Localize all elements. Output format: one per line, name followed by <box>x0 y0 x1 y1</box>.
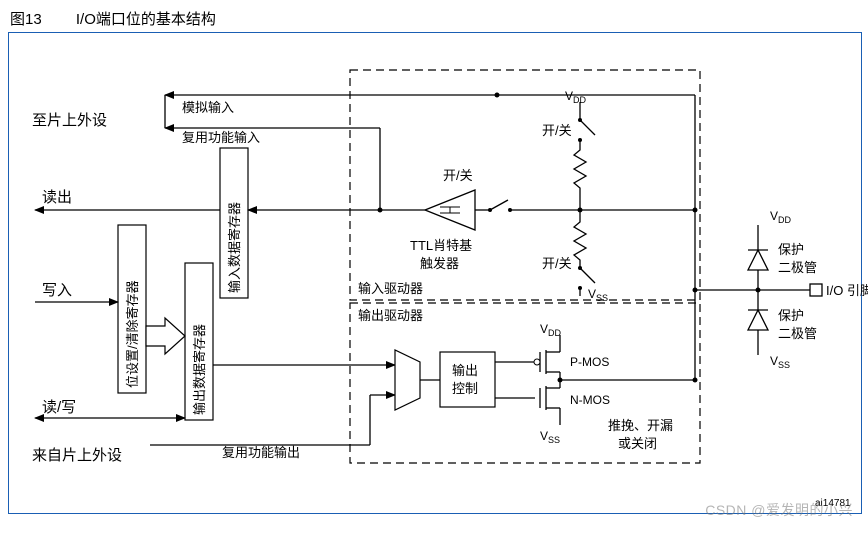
diagram-container: 图13 I/O端口位的基本结构 输入驱动器 输出驱动器 位设置/清除寄存器 输出… <box>0 0 868 535</box>
p-mos-symbol <box>534 350 560 374</box>
input-driver-box <box>350 70 700 300</box>
protect-top-2: 二极管 <box>778 260 817 275</box>
input-driver-label: 输入驱动器 <box>358 281 423 296</box>
n-mos-label: N-MOS <box>570 393 610 407</box>
bit-set-reset-reg-label: 位设置/清除寄存器 <box>125 280 140 388</box>
push-pull-label: 推挽、开漏 <box>608 418 673 433</box>
io-pin-label: I/O 引脚 <box>826 283 868 298</box>
schmitt-trigger <box>425 190 475 230</box>
svg-text:VDD: VDD <box>565 89 587 105</box>
or-off-label: 或关闭 <box>618 436 657 451</box>
pullup-onoff-label: 开/关 <box>542 123 572 138</box>
trigger-label: 触发器 <box>420 256 459 271</box>
output-mux <box>395 350 420 410</box>
protect-bot-1: 保护 <box>778 308 804 323</box>
output-data-reg-label: 输出数据寄存器 <box>192 324 207 415</box>
p-mos-label: P-MOS <box>570 355 609 369</box>
analog-junction <box>495 93 500 98</box>
input-data-reg-label: 输入数据寄存器 <box>227 202 242 293</box>
read-write-label: 读/写 <box>42 399 76 416</box>
svg-text:VSS: VSS <box>770 354 790 370</box>
watermark: CSDN @爱发明的小兴 <box>705 500 853 520</box>
svg-text:VDD: VDD <box>770 209 792 225</box>
mos-junction <box>558 378 563 383</box>
pulldown-onoff-label: 开/关 <box>542 256 572 271</box>
read-label: 读出 <box>42 189 72 206</box>
from-peripheral-label: 来自片上外设 <box>32 447 122 464</box>
alt-func-input-label: 复用功能输入 <box>182 130 260 145</box>
to-peripheral-label: 至片上外设 <box>32 112 107 129</box>
svg-text:VSS: VSS <box>588 287 608 303</box>
schmitt-switch-arm <box>490 200 508 210</box>
n-mos-symbol <box>540 386 560 410</box>
alt-func-output-label: 复用功能输出 <box>222 445 300 460</box>
output-driver-label: 输出驱动器 <box>358 308 423 323</box>
protect-bot-2: 二极管 <box>778 326 817 341</box>
pullup-group: VDD 开/关 <box>542 89 595 210</box>
circuit-svg: 输入驱动器 输出驱动器 位设置/清除寄存器 输出数据寄存器 输入数据寄存器 至片… <box>0 0 868 535</box>
output-control-text2: 控制 <box>452 381 478 396</box>
io-pin-box <box>810 284 822 296</box>
mos-vss-label: VSS <box>540 429 560 445</box>
ttl-label: TTL肖特基 <box>410 238 472 253</box>
mos-vdd-label: VDD <box>540 322 562 338</box>
output-control-box <box>440 352 495 407</box>
bsr-to-odr-arrow <box>146 318 185 354</box>
schmitt-onoff-label: 开/关 <box>443 168 473 183</box>
protect-top-1: 保护 <box>778 242 804 257</box>
write-label: 写入 <box>42 282 72 299</box>
output-control-text1: 输出 <box>452 363 478 378</box>
pullnet-junction <box>578 208 583 213</box>
pulldown-group: 开/关 VSS <box>542 210 608 303</box>
analog-input-label: 模拟输入 <box>182 100 234 115</box>
